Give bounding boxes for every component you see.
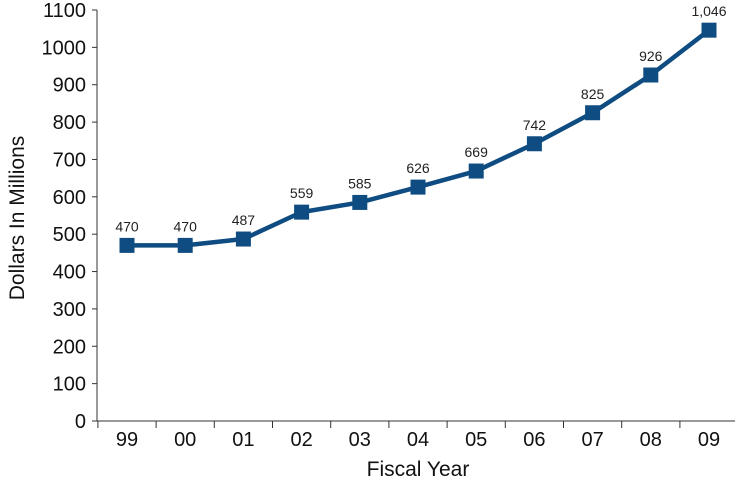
data-label: 559 [290, 185, 314, 201]
data-label: 669 [465, 144, 489, 160]
axes [96, 10, 735, 422]
y-tick-label: 200 [53, 336, 86, 358]
y-axis-label: Dollars In Millions [6, 136, 29, 301]
x-tick-label: 08 [640, 429, 662, 451]
y-tick-label: 0 [75, 411, 86, 433]
y-tick-label: 800 [53, 112, 86, 134]
x-tick-label: 02 [290, 429, 312, 451]
y-tick-label: 1100 [43, 0, 86, 22]
data-point-marker [585, 105, 601, 121]
data-point-marker [468, 163, 484, 179]
x-tick-label: 05 [465, 429, 487, 451]
x-tick-label: 99 [116, 429, 138, 451]
y-tick-label: 100 [53, 374, 86, 396]
x-tick-label: 01 [232, 429, 254, 451]
x-tick-label: 09 [698, 429, 720, 451]
data-label: 825 [581, 86, 605, 102]
x-ticks: 99 00 01 02 03 04 05 06 07 08 09 [97, 421, 720, 451]
data-label: 585 [348, 175, 372, 191]
data-point-marker [701, 22, 717, 38]
y-tick-label: 300 [53, 299, 86, 321]
data-point-marker [352, 194, 368, 210]
data-point-marker [119, 237, 135, 253]
series-path [127, 28, 711, 248]
data-point-marker [643, 67, 659, 83]
data-label: 487 [232, 212, 256, 228]
x-tick-label: 06 [523, 429, 545, 451]
data-label: 470 [115, 218, 139, 234]
y-ticks: 0 100 200 300 400 500 600 700 800 900 1000 1100 [42, 0, 97, 433]
y-tick-label: 600 [53, 187, 86, 209]
data-labels: 470 470 487 559 585 626 669 742 825 926 1,046 [115, 3, 726, 234]
data-label: 742 [523, 117, 547, 133]
data-label: 626 [406, 160, 430, 176]
x-tick-label: 04 [407, 429, 429, 451]
data-point-marker [235, 231, 251, 247]
data-point-marker [294, 204, 310, 220]
x-tick-label: 03 [349, 429, 371, 451]
y-tick-label: 900 [53, 75, 86, 97]
data-label: 470 [174, 218, 198, 234]
y-tick-label: 500 [53, 224, 86, 246]
data-point-marker [526, 136, 542, 152]
y-tick-label: 400 [53, 262, 86, 284]
x-tick-label: 07 [581, 429, 603, 451]
y-tick-label: 1000 [42, 37, 87, 59]
y-tick-label: 700 [53, 149, 86, 171]
data-point-marker [177, 237, 193, 253]
x-axis-label: Fiscal Year [367, 458, 470, 481]
series-line [119, 22, 717, 253]
data-label: 926 [639, 48, 663, 64]
data-point-marker [410, 179, 426, 195]
data-label: 1,046 [691, 3, 726, 19]
x-tick-label: 00 [174, 429, 196, 451]
